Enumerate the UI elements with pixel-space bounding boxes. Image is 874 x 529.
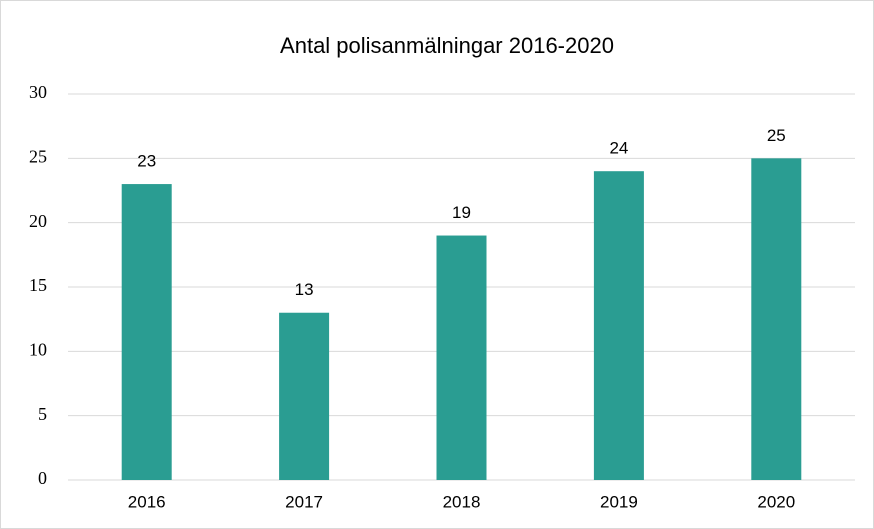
y-tick-label: 0 (38, 468, 47, 488)
data-label: 13 (295, 280, 314, 299)
y-tick-label: 20 (29, 211, 47, 231)
data-label: 19 (452, 203, 471, 222)
y-tick-label: 15 (29, 275, 47, 295)
bar (751, 158, 802, 481)
bar (121, 184, 172, 481)
x-tick-label: 2020 (757, 492, 795, 511)
data-label: 23 (137, 152, 156, 171)
data-label: 24 (609, 139, 628, 158)
data-label: 25 (767, 126, 786, 145)
x-tick-label: 2019 (600, 492, 638, 511)
x-tick-label: 2017 (285, 492, 323, 511)
x-tick-label: 2016 (128, 492, 166, 511)
x-tick-label: 2018 (443, 492, 481, 511)
bar (279, 312, 330, 480)
bar (436, 235, 487, 480)
y-tick-label: 25 (29, 146, 47, 166)
y-tick-label: 5 (38, 404, 47, 424)
chart-title: Antal polisanmälningar 2016-2020 (280, 33, 614, 58)
y-tick-label: 10 (29, 339, 47, 359)
y-tick-label: 30 (29, 82, 47, 102)
bar (593, 171, 644, 480)
